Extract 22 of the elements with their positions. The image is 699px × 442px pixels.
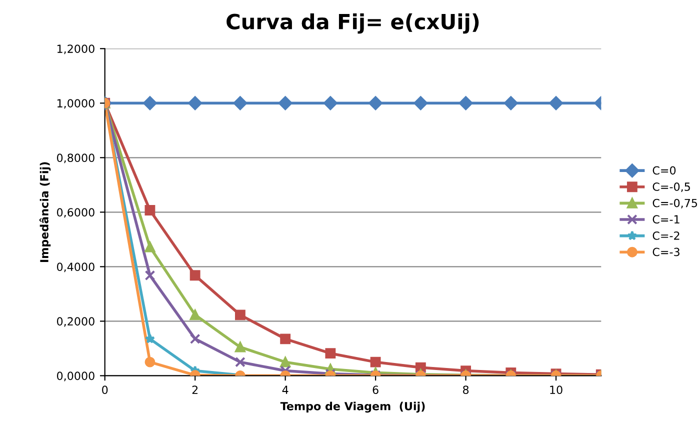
legend-label: C=-1 — [652, 215, 680, 224]
y-tick-label: 0,4000 — [56, 262, 94, 272]
x-tick-label: 8 — [463, 386, 469, 394]
y-tick-label: 0,0000 — [56, 372, 94, 382]
x-tick-label: 4 — [282, 386, 288, 394]
x-tick-label: 0 — [102, 386, 108, 394]
y-tick-label: 1,0000 — [57, 99, 94, 109]
legend-label: C=0 — [652, 166, 676, 175]
legend-label: C=-3 — [652, 248, 680, 256]
x-tick-label: 2 — [192, 386, 198, 394]
legend-label: C=-0,5 — [652, 182, 690, 192]
x-tick-label: 6 — [372, 386, 378, 394]
y-tick-label: 0,6000 — [56, 208, 94, 218]
y-axis-title: Impedância (Fij) — [39, 162, 51, 262]
legend-label: C=-2 — [652, 231, 680, 240]
x-axis-title: Tempo de Viagem (Uij) — [280, 402, 425, 413]
y-tick-label: 0,8000 — [56, 154, 94, 164]
y-tick-label: 1,2000 — [57, 44, 94, 54]
legend-label: C=-0,75 — [652, 198, 698, 208]
x-tick-label: 10 — [550, 386, 562, 394]
chart-title: Curva da Fij= e(cxUij) — [226, 13, 479, 34]
y-tick-label: 0,2000 — [56, 317, 94, 327]
